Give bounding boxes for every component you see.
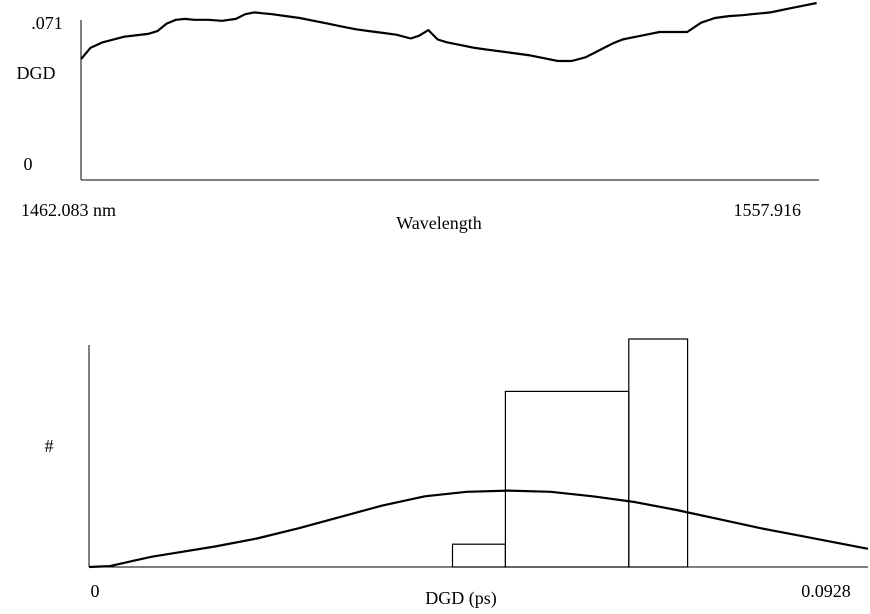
top-y-max-label: .071 — [31, 13, 63, 33]
histogram-bin-1 — [451, 543, 507, 568]
top-y-min-label: 0 — [24, 154, 33, 174]
histogram-bin-2 — [504, 390, 630, 568]
top-y-axis-label: DGD — [17, 63, 56, 83]
bottom-x-max-label: 0.0928 — [801, 581, 851, 601]
bottom-y-axis-label: # — [45, 436, 54, 456]
fit-curve-line — [88, 489, 869, 569]
histogram-bin-3 — [628, 338, 689, 568]
bottom-x-axis-label: DGD (ps) — [425, 588, 497, 609]
histogram-bins — [451, 338, 689, 568]
bottom-x-min-label: 0 — [91, 581, 100, 601]
dgd-wavelength-chart: .071 DGD 0 1462.083 nm 1557.916 Waveleng… — [17, 1, 819, 233]
top-x-min-label: 1462.083 nm — [21, 200, 116, 220]
dgd-histogram-chart: # 0 0.0928 DGD (ps) — [45, 338, 869, 609]
top-x-axis-label: Wavelength — [396, 213, 482, 233]
top-x-max-label: 1557.916 — [734, 200, 802, 220]
dgd-series-line — [80, 1, 817, 63]
